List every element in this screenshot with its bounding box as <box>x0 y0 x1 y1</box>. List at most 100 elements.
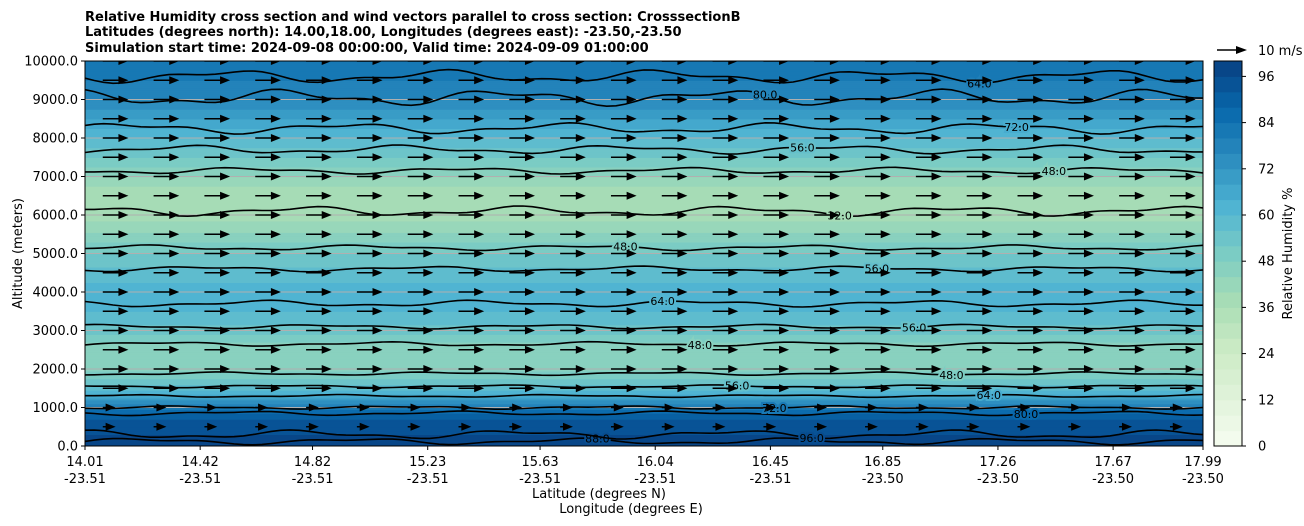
wind-vector <box>204 134 231 142</box>
wind-vector <box>661 422 675 431</box>
wind-vector <box>204 230 231 239</box>
wind-vector <box>915 191 942 200</box>
wind-vector <box>661 153 688 162</box>
humidity-band <box>85 259 1203 262</box>
wind-vector <box>814 114 840 123</box>
x-tick-label-lon: -23.51 <box>519 472 561 487</box>
colorbar-tick-label: 24 <box>1258 347 1275 362</box>
contour-label: 64.0 <box>976 389 1001 402</box>
wind-vector <box>966 134 993 142</box>
wind-vector <box>153 191 180 200</box>
humidity-band <box>85 253 1203 257</box>
humidity-band <box>85 380 1203 384</box>
wind-vector <box>407 422 421 431</box>
wind-vector <box>560 326 586 335</box>
wind-vector <box>610 345 637 354</box>
wind-vector <box>661 211 688 219</box>
wind-vector <box>1068 249 1094 258</box>
wind-vector <box>356 307 383 316</box>
humidity-band <box>85 151 1203 154</box>
wind-vector <box>814 307 840 316</box>
wind-vector <box>1017 172 1044 181</box>
wind-vector <box>1119 422 1132 431</box>
wind-vector <box>865 95 891 104</box>
x-tick-label-lat: 16.04 <box>637 455 674 470</box>
wind-vector <box>255 191 281 200</box>
wind-vectors <box>102 61 1196 431</box>
humidity-band <box>85 145 1203 149</box>
humidity-band <box>85 236 1203 239</box>
humidity-band <box>85 415 1203 418</box>
humidity-band <box>85 270 1203 274</box>
wind-vector <box>661 268 688 277</box>
wind-vector <box>1169 76 1196 85</box>
humidity-band <box>85 278 1203 282</box>
wind-vector <box>1119 95 1145 104</box>
colorbar-band <box>1214 184 1242 201</box>
wind-vector <box>255 249 281 258</box>
contour-line <box>85 437 1203 446</box>
wind-vector <box>560 422 573 431</box>
wind-vector <box>1169 422 1183 431</box>
humidity-band <box>85 193 1203 197</box>
contour-label: 96.0 <box>799 432 824 445</box>
wind-vector <box>814 403 828 412</box>
wind-vector <box>661 403 675 412</box>
colorbar-band <box>1214 399 1242 416</box>
humidity-band <box>85 417 1203 420</box>
humidity-band <box>85 361 1203 364</box>
contour-line <box>85 205 1203 218</box>
wind-vector <box>306 365 332 373</box>
wind-vector <box>763 249 790 258</box>
wind-vector <box>204 384 231 393</box>
contour-line <box>85 166 1203 175</box>
colorbar-tick-label: 60 <box>1258 209 1275 224</box>
humidity-band <box>85 384 1203 387</box>
wind-vector <box>1017 249 1044 258</box>
wind-vector <box>712 288 739 296</box>
wind-vector <box>966 211 993 219</box>
wind-vector <box>610 365 637 373</box>
wind-vector <box>306 288 332 296</box>
wind-vector <box>915 422 929 431</box>
humidity-band <box>85 170 1203 174</box>
wind-vector <box>1169 384 1196 393</box>
wind-vector <box>661 114 688 123</box>
wind-vector <box>356 191 383 200</box>
humidity-band <box>85 126 1203 129</box>
humidity-band <box>85 394 1203 397</box>
humidity-band <box>85 378 1203 382</box>
wind-vector <box>509 134 535 142</box>
y-tick-label: 2000.0 <box>33 363 79 378</box>
wind-vector <box>509 249 535 258</box>
wind-vector <box>763 326 790 335</box>
wind-vector <box>1017 114 1044 123</box>
humidity-band <box>85 120 1203 124</box>
wind-vector <box>1119 76 1145 85</box>
wind-vector <box>763 403 777 412</box>
humidity-band <box>85 118 1203 122</box>
wind-vector <box>509 172 535 181</box>
humidity-band <box>85 186 1203 189</box>
wind-vector <box>712 114 739 123</box>
contour-label: 56.0 <box>790 142 815 155</box>
wind-vector <box>661 249 688 258</box>
humidity-band <box>85 345 1203 349</box>
wind-vector <box>204 345 231 354</box>
humidity-band <box>85 128 1203 131</box>
humidity-band <box>85 207 1203 210</box>
contour-line <box>85 340 1203 348</box>
humidity-band <box>85 382 1203 385</box>
humidity-band <box>85 164 1203 168</box>
humidity-band <box>85 307 1203 310</box>
colorbar-band <box>1214 245 1242 262</box>
x-tick-label-lon: -23.51 <box>292 472 334 487</box>
wind-vector <box>509 230 535 239</box>
contour-line <box>85 429 1203 440</box>
humidity-band <box>85 324 1203 328</box>
wind-vector <box>1169 211 1196 219</box>
humidity-band <box>85 426 1203 430</box>
humidity-band <box>85 205 1203 208</box>
wind-vector <box>1068 172 1094 181</box>
wind-vector <box>814 345 840 354</box>
